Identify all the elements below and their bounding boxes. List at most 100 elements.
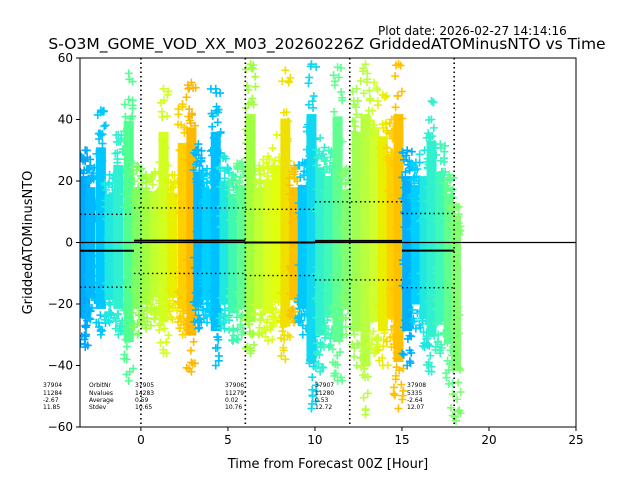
data-point (390, 191, 399, 200)
data-strip (154, 84, 173, 358)
data-point (98, 139, 107, 148)
data-point (229, 303, 238, 312)
data-point (121, 112, 130, 121)
data-point (220, 166, 229, 175)
data-point (163, 112, 172, 121)
data-point (282, 277, 291, 286)
data-point (245, 327, 254, 336)
data-strip (92, 106, 110, 339)
orbit-nvalues: 14283 (135, 390, 154, 397)
data-point (285, 190, 294, 199)
data-point (395, 123, 404, 132)
data-point (329, 71, 338, 80)
data-strip (198, 164, 216, 327)
data-point (211, 361, 220, 370)
data-point (246, 349, 255, 358)
data-point (357, 146, 366, 155)
data-point (192, 227, 201, 236)
data-point (189, 337, 198, 346)
data-point (251, 273, 260, 282)
data-point (98, 326, 107, 335)
data-point (280, 144, 289, 153)
data-point (130, 266, 139, 275)
data-point (401, 316, 410, 325)
data-point (397, 87, 406, 96)
data-point (307, 404, 316, 413)
data-point (420, 343, 429, 352)
data-point (391, 371, 400, 380)
data-point (140, 255, 149, 264)
data-point (432, 319, 441, 328)
data-point (378, 90, 387, 99)
data-point (398, 391, 407, 400)
data-point (338, 96, 347, 105)
data-point (365, 96, 374, 105)
data-point (306, 355, 315, 364)
data-point (268, 189, 277, 198)
data-point (411, 324, 420, 333)
y-tick-label: 20 (58, 174, 73, 188)
data-point (450, 412, 459, 421)
data-point (141, 225, 150, 234)
data-point (216, 211, 225, 220)
data-point (209, 133, 218, 142)
data-point (229, 324, 238, 333)
data-point (195, 323, 204, 332)
data-point (278, 327, 287, 336)
data-point (437, 343, 446, 352)
data-point (120, 100, 129, 109)
data-point (102, 202, 111, 211)
data-point (398, 114, 407, 123)
data-point (380, 329, 389, 338)
data-point (111, 272, 120, 281)
data-point (130, 219, 139, 228)
data-point (436, 349, 445, 358)
data-strip (389, 60, 408, 413)
data-point (333, 289, 342, 298)
data-point (352, 174, 361, 183)
data-point (419, 312, 428, 321)
strip-core (377, 136, 388, 332)
data-point (124, 95, 133, 104)
data-point (455, 364, 464, 373)
data-point (269, 161, 278, 170)
data-point (113, 210, 122, 219)
data-point (154, 222, 163, 231)
data-point (160, 305, 169, 314)
data-point (156, 176, 165, 185)
data-point (129, 225, 138, 234)
orbit-average: 0.59 (135, 397, 149, 404)
orbit-stdev: 12.07 (407, 404, 424, 411)
data-point (154, 168, 163, 177)
data-point (308, 373, 317, 382)
data-point (215, 305, 224, 314)
data-point (427, 219, 436, 228)
data-point (290, 174, 299, 183)
stats-row-label: Nvalues (89, 390, 113, 397)
data-point (322, 293, 331, 302)
data-point (394, 60, 403, 69)
data-point (204, 262, 213, 271)
data-point (339, 172, 348, 181)
orbit-nvalues: 11284 (43, 390, 62, 397)
data-point (307, 329, 316, 338)
data-point (125, 122, 134, 131)
data-point (378, 353, 387, 362)
data-point (403, 334, 412, 343)
data-point (81, 321, 90, 330)
data-point (393, 91, 402, 100)
data-point (333, 360, 342, 369)
strip-core (289, 187, 300, 301)
data-point (271, 156, 280, 165)
strip-core (210, 131, 221, 332)
orbit-nvalues: 5335 (407, 390, 422, 397)
data-point (233, 335, 242, 344)
data-point (122, 136, 131, 145)
data-point (116, 319, 125, 328)
data-point (411, 158, 420, 167)
data-point (330, 107, 339, 116)
data-point (424, 358, 433, 367)
strip-core (104, 193, 115, 301)
data-point (187, 367, 196, 376)
data-point (427, 145, 436, 154)
